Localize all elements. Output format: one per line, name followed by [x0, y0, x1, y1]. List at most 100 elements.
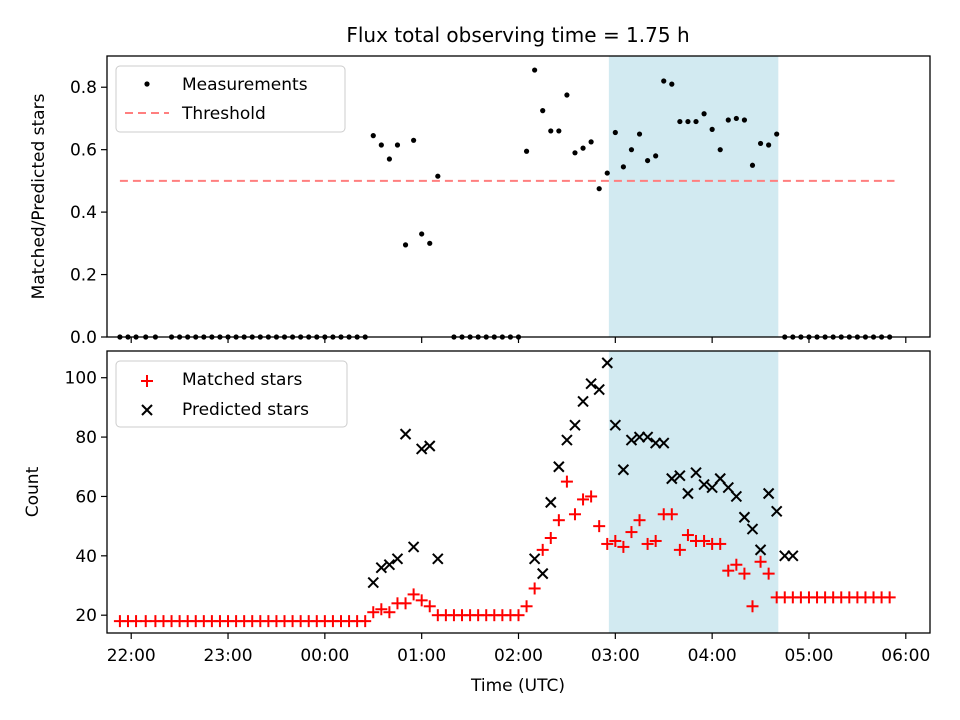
x-tick-label: 23:00: [204, 646, 253, 666]
matched-star-point: [730, 558, 743, 571]
bottom-axes-frame: [106, 350, 931, 634]
matched-star-point: [649, 534, 662, 547]
predicted-star-point: [593, 383, 605, 396]
predicted-star-point: [762, 487, 775, 500]
measurement-point: [628, 147, 635, 153]
matched-star-point: [593, 520, 606, 533]
measurement-point: [741, 117, 748, 123]
measurement-point: [394, 142, 401, 148]
matched-star-point: [698, 534, 711, 547]
matched-star-point: [552, 514, 565, 527]
predicted-star-point: [666, 472, 678, 485]
y-tick-label: 0.2: [70, 266, 97, 286]
measurement-point: [709, 126, 715, 132]
measurement-point: [572, 150, 578, 156]
matched-star-point: [520, 600, 533, 613]
y-tick-label: 60: [75, 487, 97, 507]
matched-star-point: [528, 582, 541, 595]
measurement-point: [604, 170, 610, 176]
matched-star-point: [633, 514, 646, 527]
bottom-legend: Matched stars Predicted stars: [115, 360, 348, 428]
matched-star-point: [665, 508, 678, 521]
matched-star-point: [383, 606, 396, 619]
predicted-star-point: [391, 553, 404, 565]
matched-star-point: [585, 490, 598, 503]
predicted-star-point: [714, 472, 726, 485]
matched-star-point: [601, 537, 614, 550]
y-tick-label: 0.6: [70, 141, 97, 161]
predicted-star-point: [601, 357, 613, 369]
predicted-star-point: [770, 505, 783, 518]
predicted-star-point: [746, 523, 759, 535]
legend-predicted-stars-marker: [141, 404, 153, 416]
measurement-point: [540, 108, 546, 114]
measurement-point: [402, 242, 409, 248]
matched-star-point: [568, 508, 581, 521]
matched-star-point: [367, 606, 380, 619]
matched-star-point: [883, 591, 896, 604]
x-tick-label: 22:00: [107, 646, 156, 666]
matched-star-point: [617, 540, 630, 553]
measurement-point: [733, 115, 739, 122]
predicted-star-point: [738, 511, 751, 523]
matched-star-point: [536, 543, 549, 556]
y-tick-label: 20: [75, 606, 97, 626]
measurement-point: [580, 145, 586, 151]
predicted-star-point: [722, 481, 734, 494]
measurement-point: [556, 128, 562, 134]
measurement-point: [636, 131, 643, 137]
matched-star-point: [754, 555, 767, 568]
legend-measurements-label: Measurements: [182, 75, 308, 95]
predicted-star-point: [569, 419, 581, 431]
x-tick-label: 02:00: [494, 646, 543, 666]
legend-threshold-label: Threshold: [181, 104, 266, 124]
y-tick-label: 40: [75, 547, 97, 567]
predicted-star-point: [674, 469, 686, 482]
predicted-star-point: [658, 437, 670, 449]
predicted-star-point: [424, 440, 436, 452]
matched-star-point: [375, 603, 388, 616]
predicted-star-point: [641, 431, 654, 443]
matched-star-point: [512, 609, 525, 622]
matched-star-point: [544, 532, 557, 545]
measurement-point: [757, 140, 764, 147]
x-tick-label: 04:00: [688, 646, 737, 666]
measurement-point: [693, 118, 699, 125]
measurement-point: [564, 92, 570, 98]
measurement-point: [677, 118, 683, 125]
measurement-point: [620, 164, 626, 170]
predicted-star-point: [706, 481, 718, 494]
measurement-point: [419, 231, 425, 237]
top-legend: Measurements Threshold: [115, 65, 346, 133]
predicted-star-point: [690, 466, 702, 479]
matched-star-point: [560, 475, 573, 488]
matched-star-point: [762, 567, 775, 580]
predicted-star-point: [415, 443, 428, 455]
measurement-point: [532, 67, 538, 73]
legend-matched-stars-label: Matched stars: [182, 370, 302, 390]
measurement-point: [725, 117, 731, 123]
bottom-y-axis-ticks: 20 40 60 80 100: [65, 369, 107, 626]
matched-stars-series: [113, 475, 896, 628]
predicted-star-point: [553, 461, 565, 473]
top-axes-frame: [106, 55, 931, 338]
measurement-point: [588, 139, 594, 145]
bottom-y-axis-label: Count: [23, 466, 43, 517]
measurement-point: [661, 78, 667, 84]
matched-star-point: [746, 600, 759, 613]
y-tick-label: 0.0: [70, 328, 97, 348]
matched-star-point: [423, 600, 436, 613]
y-tick-label: 0.8: [70, 78, 97, 98]
measurement-point: [669, 81, 675, 87]
measurement-point: [774, 131, 780, 137]
legend-predicted-stars-label: Predicted stars: [182, 400, 309, 420]
measurement-point: [766, 142, 772, 148]
y-tick-label: 0.4: [70, 203, 97, 223]
predicted-star-point: [561, 434, 573, 446]
x-tick-label: 05:00: [784, 646, 833, 666]
bottom-x-axis-ticks: 22:00 23:00 00:00 01:00 02:00 03:00 04:00 05:00…: [107, 633, 930, 666]
x-tick-label: 00:00: [300, 646, 349, 666]
predicted-stars-series: [367, 357, 799, 589]
matched-star-point: [738, 567, 751, 580]
